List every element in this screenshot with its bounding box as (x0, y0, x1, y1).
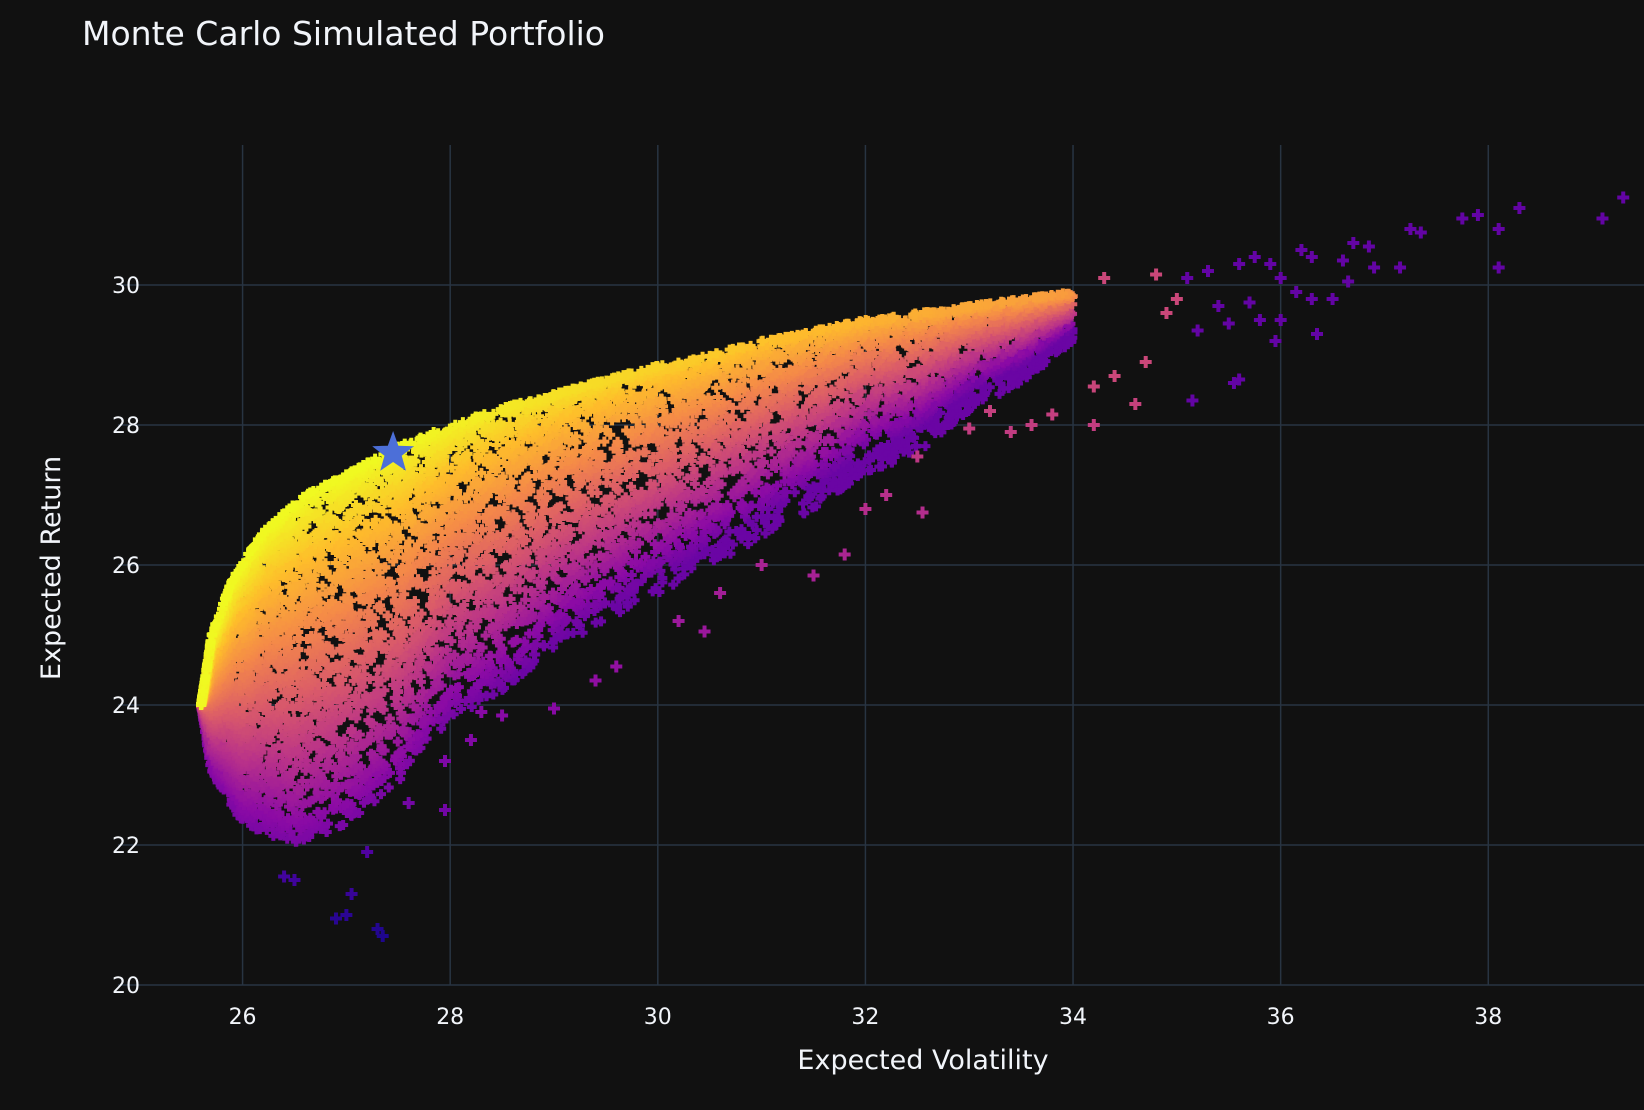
portfolio-point (261, 803, 272, 814)
portfolio-point (472, 679, 483, 690)
portfolio-point (720, 534, 731, 545)
portfolio-point (589, 599, 600, 610)
portfolio-point (375, 789, 386, 800)
portfolio-point (412, 729, 423, 740)
portfolio-point (425, 706, 436, 717)
portfolio-point (751, 525, 762, 536)
portfolio-point (490, 666, 501, 677)
portfolio-cloud (196, 288, 1078, 847)
portfolio-point (369, 796, 380, 807)
portfolio-point (798, 498, 809, 509)
portfolio-point (436, 723, 447, 734)
portfolio-point (300, 814, 311, 825)
portfolio-point (629, 595, 640, 606)
portfolio-point (350, 775, 361, 786)
portfolio-point (402, 741, 413, 752)
portfolio-point (455, 703, 466, 714)
portfolio-point (852, 458, 863, 469)
portfolio-point (827, 478, 838, 489)
portfolio-point (668, 579, 679, 590)
portfolio-point (874, 461, 885, 472)
portfolio-point (392, 736, 403, 747)
portfolio-point (798, 507, 809, 518)
portfolio-point (334, 821, 345, 832)
portfolio-point (312, 806, 323, 817)
portfolio-point (274, 807, 285, 818)
portfolio-point (285, 826, 296, 837)
portfolio-point (322, 818, 333, 829)
portfolio-point (615, 591, 626, 602)
portfolio-point (433, 701, 444, 712)
portfolio-point (628, 579, 639, 590)
portfolio-point (466, 701, 477, 712)
portfolio-point (807, 502, 818, 513)
portfolio-point (560, 613, 571, 624)
portfolio-point (301, 829, 312, 840)
portfolio-point (321, 826, 332, 837)
portfolio-point (440, 691, 451, 702)
portfolio-point (384, 767, 395, 778)
portfolio-point (760, 528, 771, 539)
portfolio-point (577, 627, 588, 638)
portfolio-point (419, 713, 430, 724)
portfolio-point (673, 573, 684, 584)
portfolio-point (446, 684, 457, 695)
portfolio-point (769, 513, 780, 524)
portfolio-point (759, 517, 770, 528)
portfolio-point (421, 724, 432, 735)
chart-title: Monte Carlo Simulated Portfolio (82, 14, 605, 53)
portfolio-point (766, 446, 777, 457)
portfolio-point (599, 597, 610, 608)
portfolio-point (650, 583, 661, 594)
portfolio-point (383, 782, 394, 793)
portfolio-point (920, 441, 931, 452)
portfolio-point (288, 832, 299, 843)
portfolio-point (571, 616, 582, 627)
portfolio-point (394, 747, 405, 758)
portfolio-point (466, 686, 477, 697)
portfolio-point (342, 798, 353, 809)
portfolio-point (622, 597, 633, 608)
portfolio-point (484, 650, 495, 661)
portfolio-point (636, 576, 647, 587)
portfolio-point (590, 617, 601, 628)
portfolio-point (250, 819, 261, 830)
